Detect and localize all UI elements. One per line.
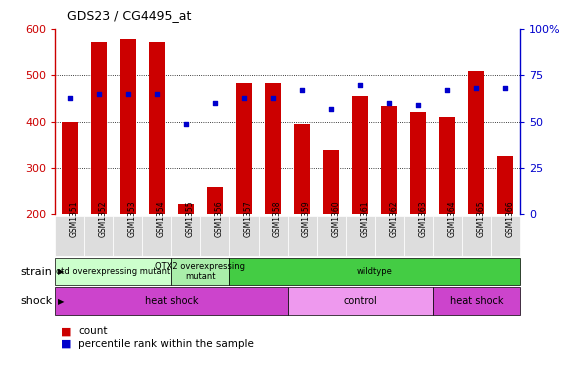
Text: ■: ■ <box>61 326 71 336</box>
Point <box>297 87 307 93</box>
Text: OTX2 overexpressing
mutant: OTX2 overexpressing mutant <box>156 262 245 281</box>
Text: GSM1356: GSM1356 <box>215 201 224 238</box>
Bar <box>229 258 520 285</box>
Text: GDS23 / CG4495_at: GDS23 / CG4495_at <box>67 9 191 22</box>
Bar <box>62 122 78 214</box>
Bar <box>265 83 281 214</box>
Bar <box>352 96 368 214</box>
Point <box>268 95 278 101</box>
Bar <box>178 204 194 214</box>
Bar <box>84 216 113 256</box>
Text: GSM1353: GSM1353 <box>128 201 137 238</box>
Bar <box>259 216 288 256</box>
Text: shock: shock <box>20 296 52 306</box>
Text: ▶: ▶ <box>58 267 64 276</box>
Text: ■: ■ <box>61 339 71 349</box>
Text: strain: strain <box>20 267 52 277</box>
Point <box>501 86 510 92</box>
Text: percentile rank within the sample: percentile rank within the sample <box>78 339 254 349</box>
Bar <box>317 216 346 256</box>
Bar <box>468 71 485 214</box>
Text: ▶: ▶ <box>58 296 64 306</box>
Bar <box>113 216 142 256</box>
Text: GSM1351: GSM1351 <box>70 201 78 238</box>
Point <box>123 91 132 97</box>
Point <box>210 100 220 106</box>
Text: heat shock: heat shock <box>145 296 198 306</box>
Bar <box>439 117 456 214</box>
Bar <box>497 156 514 214</box>
Text: count: count <box>78 326 108 336</box>
Bar <box>375 216 404 256</box>
Bar <box>491 216 520 256</box>
Bar <box>55 287 288 315</box>
Text: GSM1366: GSM1366 <box>505 201 514 238</box>
Text: GSM1355: GSM1355 <box>186 201 195 238</box>
Point <box>327 106 336 112</box>
Bar <box>462 216 491 256</box>
Bar <box>410 112 426 214</box>
Text: GSM1360: GSM1360 <box>331 201 340 238</box>
Bar <box>142 216 171 256</box>
Text: GSM1365: GSM1365 <box>476 201 485 238</box>
Point <box>443 87 452 93</box>
Bar <box>381 105 397 214</box>
Bar <box>229 216 259 256</box>
Text: GSM1352: GSM1352 <box>99 201 107 238</box>
Text: heat shock: heat shock <box>450 296 503 306</box>
Point <box>152 91 162 97</box>
Bar <box>433 216 462 256</box>
Text: control: control <box>343 296 377 306</box>
Text: GSM1354: GSM1354 <box>157 201 166 238</box>
Text: GSM1359: GSM1359 <box>302 201 311 238</box>
Point <box>181 121 191 127</box>
Bar <box>171 258 229 285</box>
Bar <box>433 287 520 315</box>
Bar <box>294 124 310 214</box>
Bar <box>55 216 84 256</box>
Bar <box>323 150 339 214</box>
Text: wildtype: wildtype <box>357 267 393 276</box>
Bar <box>120 40 136 214</box>
Text: GSM1357: GSM1357 <box>244 201 253 238</box>
Bar <box>404 216 433 256</box>
Point <box>414 102 423 108</box>
Bar <box>207 187 223 214</box>
Bar <box>200 216 229 256</box>
Text: GSM1362: GSM1362 <box>389 201 398 238</box>
Text: GSM1358: GSM1358 <box>273 201 282 238</box>
Point <box>472 86 481 92</box>
Point <box>356 82 365 87</box>
Point <box>65 95 74 101</box>
Text: GSM1361: GSM1361 <box>360 201 369 238</box>
Bar <box>171 216 200 256</box>
Text: GSM1363: GSM1363 <box>418 201 427 238</box>
Point <box>385 100 394 106</box>
Bar <box>149 42 165 214</box>
Text: otd overexpressing mutant: otd overexpressing mutant <box>56 267 170 276</box>
Bar <box>91 42 107 214</box>
Bar <box>288 216 317 256</box>
Bar <box>236 83 252 214</box>
Bar <box>55 258 171 285</box>
Point <box>239 95 249 101</box>
Point <box>94 91 103 97</box>
Bar <box>346 216 375 256</box>
Bar <box>288 287 433 315</box>
Text: GSM1364: GSM1364 <box>447 201 456 238</box>
